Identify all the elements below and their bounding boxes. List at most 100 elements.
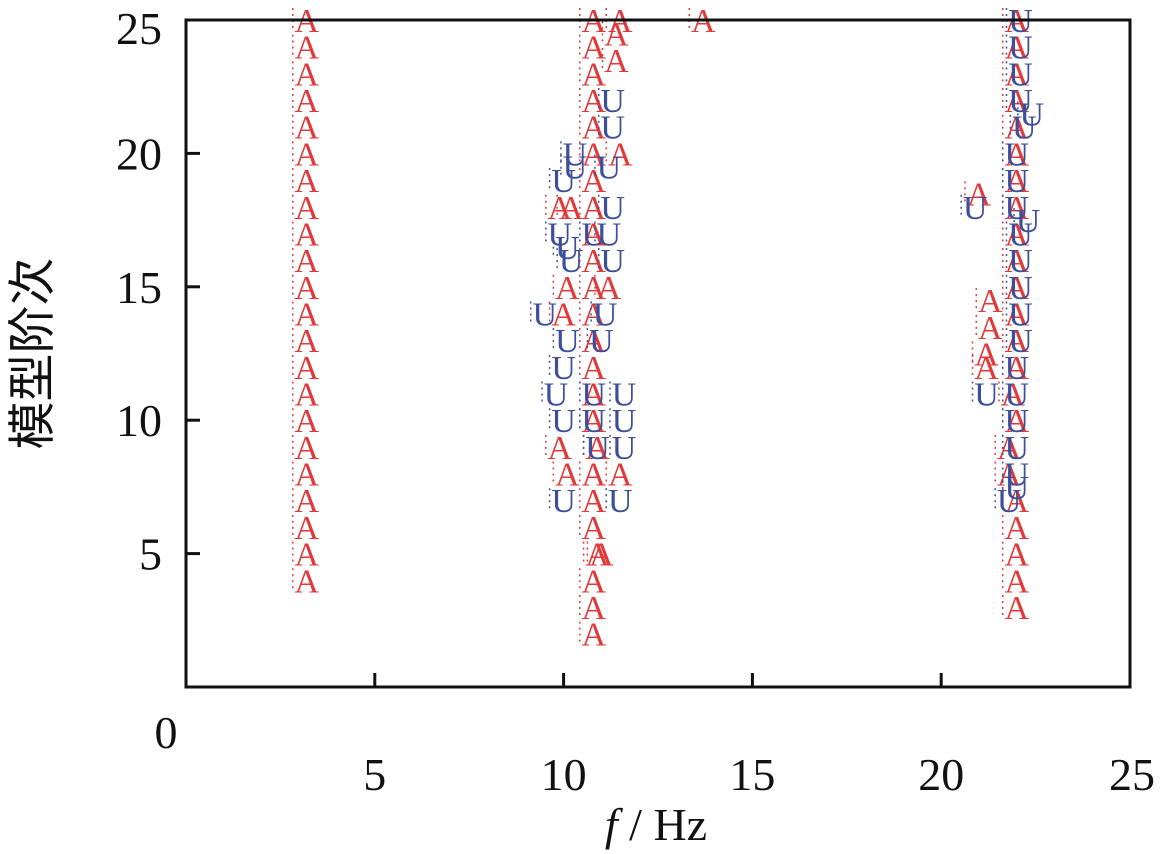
marker-glyph-A-27: A — [582, 510, 607, 547]
marker-U-29: U — [971, 377, 999, 414]
x-tick-label-10: 10 — [541, 749, 587, 800]
marker-glyph-A-17: A — [295, 110, 320, 147]
marker-glyph-A-38: A — [582, 216, 607, 253]
marker-glyph-A-74: A — [1004, 216, 1029, 253]
marker-glyph-A-36: A — [582, 270, 607, 307]
marker-glyph-A-6: A — [295, 403, 320, 440]
marker-A-51: A — [594, 270, 622, 307]
marker-glyph-A-54: A — [555, 457, 580, 494]
marker-glyph-U-46: U — [1012, 110, 1037, 147]
marker-glyph-U-43: U — [1004, 190, 1029, 227]
marker-glyph-A-69: A — [1004, 350, 1029, 387]
marker-A-14: A — [292, 190, 320, 227]
marker-glyph-U-45: U — [1004, 136, 1029, 173]
marker-U-28: U — [960, 190, 988, 227]
marker-glyph-A-77: A — [1004, 136, 1029, 173]
marker-A-32: A — [579, 377, 607, 414]
y-axis-label: 模型阶次 — [5, 257, 61, 449]
marker-U-13: U — [582, 430, 610, 467]
marker-glyph-U-24: U — [612, 377, 637, 414]
marker-glyph-A-32: A — [582, 377, 607, 414]
marker-U-34: U — [1001, 403, 1029, 440]
marker-glyph-A-9: A — [295, 323, 320, 360]
marker-U-40: U — [1005, 243, 1033, 280]
marker-glyph-A-78: A — [1004, 110, 1029, 147]
marker-glyph-U-36: U — [1004, 350, 1029, 387]
marker-U-48: U — [1005, 83, 1033, 120]
marker-U-35: U — [1001, 377, 1029, 414]
marker-glyph-U-3: U — [563, 136, 588, 173]
marker-U-15: U — [590, 296, 617, 333]
marker-glyph-A-1: A — [295, 537, 320, 574]
marker-glyph-A-67: A — [1004, 403, 1029, 440]
marker-glyph-U-34: U — [1004, 403, 1029, 440]
marker-glyph-U-30: U — [997, 483, 1022, 520]
marker-glyph-U-9: U — [551, 483, 576, 520]
marker-U-2: U — [560, 150, 587, 187]
marker-U-17: U — [579, 377, 606, 414]
marker-U-24: U — [609, 377, 637, 414]
marker-U-44: U — [1001, 163, 1029, 200]
marker-U-9: U — [548, 483, 576, 520]
marker-glyph-A-42: A — [582, 110, 607, 147]
marker-U-50: U — [1005, 30, 1033, 67]
marker-U-7: U — [541, 377, 569, 414]
marker-glyph-A-68: A — [1001, 377, 1026, 414]
marker-U-16: U — [579, 216, 607, 253]
marker-glyph-A-61: A — [1004, 563, 1029, 600]
marker-glyph-U-37: U — [1008, 323, 1033, 360]
plot-frame — [184, 18, 1132, 689]
marker-A-11: A — [292, 270, 320, 307]
marker-A-31: A — [579, 403, 607, 440]
marker-glyph-A-79: A — [1004, 83, 1029, 120]
x-tick-label-20: 20 — [918, 749, 964, 800]
marker-glyph-U-19: U — [600, 110, 625, 147]
marker-glyph-U-28: U — [963, 190, 988, 227]
marker-A-54: A — [552, 457, 580, 494]
marker-glyph-U-0: U — [532, 296, 557, 333]
marker-glyph-A-16: A — [295, 136, 320, 173]
marker-glyph-A-62: A — [1004, 537, 1029, 574]
marker-A-1: A — [292, 537, 320, 574]
marker-glyph-A-0: A — [295, 563, 320, 600]
marks-layer: AAAAAAAAAAAAAAAAAAAAAAAAAAAAAAAAAAAAAAAA… — [292, 3, 1044, 654]
marker-glyph-U-50: U — [1008, 30, 1033, 67]
marker-glyph-A-83: A — [967, 176, 992, 213]
marker-U-22: U — [594, 216, 621, 253]
marker-glyph-U-48: U — [1008, 83, 1033, 120]
marker-A-15: A — [292, 163, 320, 200]
marker-A-81: A — [1001, 30, 1029, 67]
marker-U-12: U — [579, 403, 606, 440]
marker-A-61: A — [1001, 563, 1029, 600]
marker-A-7: A — [292, 377, 320, 414]
marker-A-2: A — [292, 510, 320, 547]
marker-A-6: A — [292, 403, 320, 440]
marker-U-5: U — [552, 230, 580, 267]
marker-glyph-A-84: A — [978, 283, 1003, 320]
marker-glyph-U-44: U — [1004, 163, 1029, 200]
marker-glyph-A-24: A — [582, 563, 607, 600]
marker-A-38: A — [579, 216, 607, 253]
marker-glyph-A-87: A — [974, 350, 999, 387]
marker-U-10: U — [548, 350, 576, 387]
marker-glyph-A-33: A — [582, 350, 607, 387]
marker-glyph-U-27: U — [608, 483, 633, 520]
marker-U-23: U — [597, 243, 625, 280]
marker-glyph-U-16: U — [582, 216, 607, 253]
marker-glyph-A-23: A — [582, 590, 607, 627]
marker-glyph-A-3: A — [295, 483, 320, 520]
marker-glyph-U-40: U — [1008, 243, 1033, 280]
marker-glyph-A-86: A — [974, 337, 999, 374]
marker-U-26: U — [609, 430, 636, 467]
marker-A-62: A — [1001, 537, 1029, 574]
marker-U-11: U — [552, 323, 580, 360]
marker-A-18: A — [292, 83, 320, 120]
marker-A-30: A — [582, 430, 610, 467]
marker-glyph-U-7: U — [544, 377, 569, 414]
marker-A-5: A — [292, 430, 320, 467]
marker-A-70: A — [1001, 323, 1029, 360]
marker-glyph-U-23: U — [600, 243, 625, 280]
marker-glyph-A-39: A — [582, 190, 607, 227]
x-axis-label-unit: / Hz — [618, 799, 707, 850]
marker-glyph-A-22: A — [582, 617, 607, 654]
